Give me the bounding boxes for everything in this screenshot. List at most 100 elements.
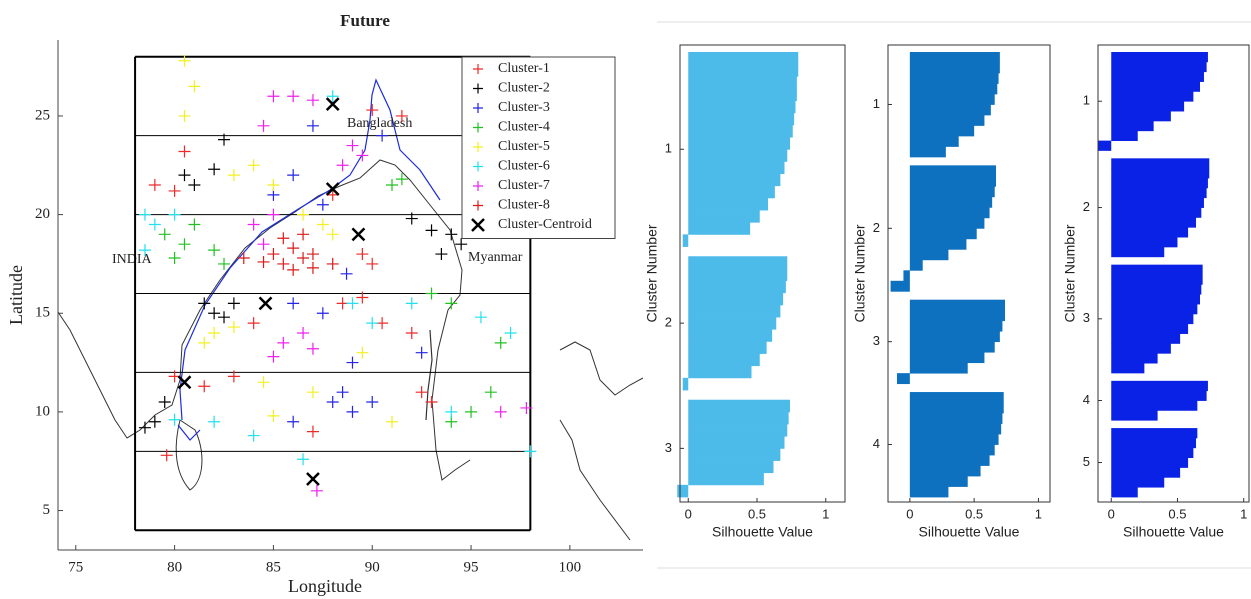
silhouette-bar xyxy=(909,217,985,229)
point xyxy=(346,405,359,418)
silhouette-bar xyxy=(688,100,796,114)
silhouette-bar xyxy=(1111,477,1165,488)
point xyxy=(356,149,369,162)
silhouette-bar xyxy=(1098,140,1112,151)
silhouette-bar xyxy=(1111,178,1208,189)
point xyxy=(336,386,349,399)
point xyxy=(297,208,310,221)
point xyxy=(227,321,240,334)
silhouette-bar xyxy=(909,52,1000,63)
silhouette-bar xyxy=(909,392,1004,403)
point xyxy=(257,119,270,132)
y-axis-label: Cluster Number xyxy=(852,224,868,322)
y-tick-label: 2 xyxy=(1083,199,1090,214)
silhouette-bar xyxy=(1111,313,1194,325)
point xyxy=(277,232,290,245)
point xyxy=(198,380,211,393)
x-tick-label: 100 xyxy=(559,559,582,575)
annotation: Myanmar xyxy=(468,250,523,265)
legend-label: Cluster-6 xyxy=(498,159,550,174)
chart-title: Future xyxy=(340,11,390,30)
point xyxy=(267,248,280,261)
silhouette-bar xyxy=(1111,380,1208,392)
silhouette-bar xyxy=(909,83,998,95)
point xyxy=(178,109,191,122)
point xyxy=(326,188,339,201)
point xyxy=(356,346,369,359)
point xyxy=(257,238,270,251)
silhouette-bar xyxy=(909,413,1003,424)
point xyxy=(306,386,319,399)
legend-label: Cluster-3 xyxy=(498,100,550,115)
point xyxy=(267,179,280,192)
legend-label: Cluster-5 xyxy=(498,139,550,154)
x-tick-label: 0 xyxy=(906,506,913,521)
silhouette-bar xyxy=(1111,207,1202,218)
point xyxy=(267,350,280,363)
x-tick-label: 1 xyxy=(822,506,829,521)
point xyxy=(247,218,260,231)
silhouette-bar xyxy=(909,228,977,240)
silhouette-bar xyxy=(909,104,991,116)
x-tick-label: 0 xyxy=(685,506,692,521)
centroid xyxy=(351,227,366,242)
annotation: Bangladesh xyxy=(347,116,412,131)
point xyxy=(287,263,300,276)
silhouette-bar xyxy=(903,270,910,282)
silhouette-bar xyxy=(909,93,995,105)
point xyxy=(366,257,379,270)
silhouette-bar xyxy=(688,460,774,474)
silhouette-bar xyxy=(688,399,790,413)
silhouette-bar xyxy=(682,377,689,391)
point xyxy=(198,297,211,310)
point xyxy=(366,104,379,117)
annotation: INDIA xyxy=(112,252,153,267)
y-tick-label: 1 xyxy=(873,96,880,111)
legend-marker xyxy=(473,83,483,94)
x-tick-label: 0.5 xyxy=(748,506,766,521)
silhouette-bar xyxy=(688,88,797,102)
centroid xyxy=(325,182,340,196)
y-tick-label: 3 xyxy=(1083,310,1090,325)
silhouette-bar xyxy=(909,238,967,250)
y-tick-label: 25 xyxy=(35,107,50,123)
silhouette-bar xyxy=(1111,264,1203,275)
silhouette-bar xyxy=(1111,101,1185,112)
point xyxy=(297,228,310,241)
silhouette-bar xyxy=(909,341,995,353)
point xyxy=(386,415,399,428)
silhouette-bar xyxy=(688,341,767,354)
point xyxy=(474,311,487,324)
silhouette-bar xyxy=(909,62,1000,74)
silhouette-bar xyxy=(1111,353,1158,364)
point xyxy=(188,218,201,231)
silhouette-bar xyxy=(688,197,768,211)
legend-marker xyxy=(473,103,483,113)
axes-box xyxy=(1097,44,1250,503)
silhouette-bar xyxy=(1111,400,1198,411)
legend-label: Cluster-8 xyxy=(498,198,550,213)
point xyxy=(306,261,319,274)
legend-marker xyxy=(473,200,483,211)
silhouette-bar xyxy=(909,259,923,271)
point xyxy=(277,257,290,270)
silhouette-bar xyxy=(1111,447,1194,459)
point xyxy=(435,248,448,261)
point xyxy=(336,159,349,172)
point xyxy=(386,179,399,192)
point xyxy=(277,336,290,349)
silhouette-bar xyxy=(909,135,959,147)
y-tick-label: 10 xyxy=(35,403,50,419)
silhouette-bar xyxy=(1111,390,1207,401)
point xyxy=(405,326,418,339)
x-axis-label: Silhouette Value xyxy=(1123,524,1224,540)
silhouette-bar xyxy=(909,299,1005,311)
point xyxy=(138,208,151,221)
point xyxy=(425,287,438,300)
silhouette-bar xyxy=(688,292,784,306)
point xyxy=(366,396,379,409)
silhouette-bar xyxy=(1111,304,1198,315)
silhouette-bar xyxy=(909,186,995,198)
silhouette-bar xyxy=(677,484,689,498)
point xyxy=(405,212,418,225)
